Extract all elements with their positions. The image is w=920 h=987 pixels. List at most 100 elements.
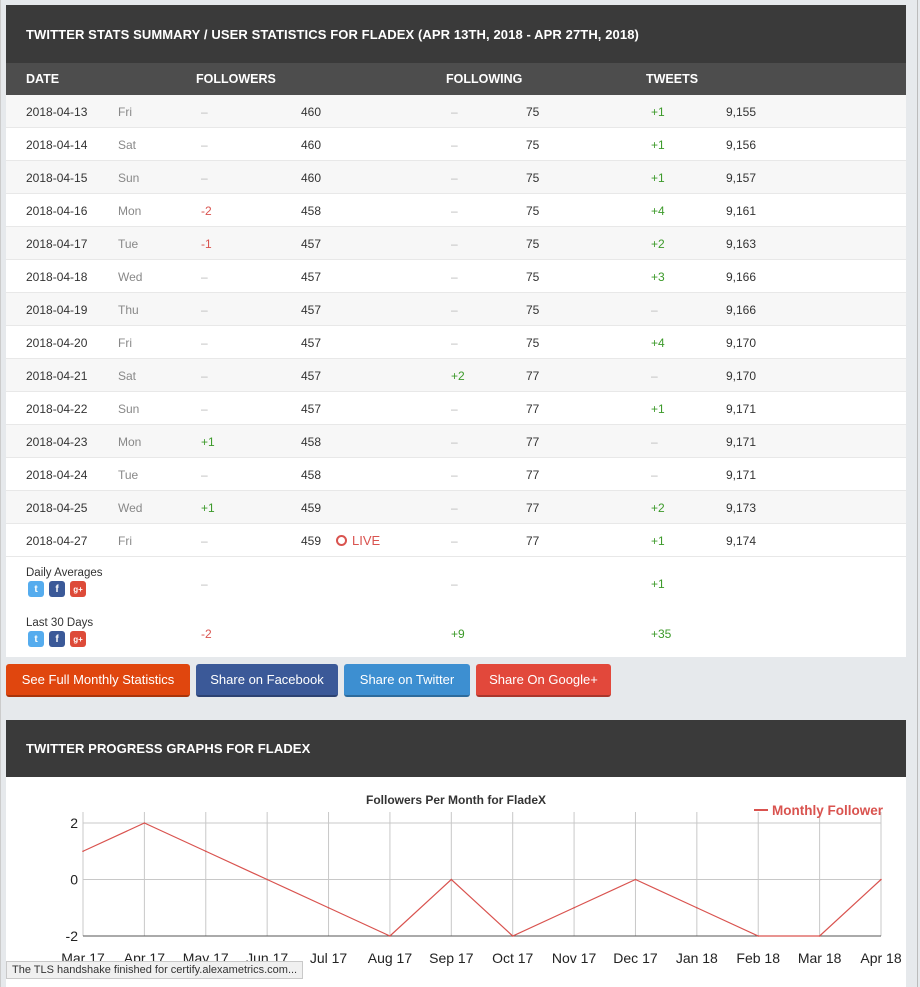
row-followers: 458: [301, 435, 322, 449]
row-day: Fri: [118, 105, 132, 119]
twitter-icon[interactable]: t: [28, 631, 44, 647]
live-indicator[interactable]: LIVE: [336, 533, 380, 548]
facebook-icon[interactable]: f: [49, 631, 65, 647]
row-following-change: –: [451, 336, 458, 350]
col-tweets: TWEETS: [646, 72, 699, 86]
x-tick-label: Apr 18: [860, 950, 901, 966]
data-point: [143, 822, 146, 824]
row-tweets: 9,174: [726, 534, 757, 548]
table-row: 2018-04-16 Mon -2 458 – 75 +4 9,161: [6, 194, 906, 227]
row-followers-change: –: [201, 468, 208, 482]
daily-followers: –: [201, 577, 208, 591]
row-followers: 457: [301, 336, 322, 350]
table-row: 2018-04-24 Tue – 458 – 77 – 9,171: [6, 458, 906, 491]
last30-tweets: +35: [651, 627, 672, 641]
twitter-icon[interactable]: t: [28, 581, 44, 597]
row-followers-change: –: [201, 336, 208, 350]
row-followers: 459: [301, 534, 322, 548]
row-following-change: –: [451, 501, 458, 515]
row-followers-change: +1: [201, 435, 215, 449]
row-day: Fri: [118, 534, 132, 548]
row-following: 75: [526, 336, 540, 350]
last30-followers: -2: [201, 627, 212, 641]
row-tweets: 9,171: [726, 435, 757, 449]
row-tweets-change: –: [651, 369, 658, 383]
legend-label: Monthly Follower: [772, 803, 884, 818]
row-tweets-change: +1: [651, 171, 665, 185]
x-tick-label: Aug 17: [368, 950, 413, 966]
row-date: 2018-04-14: [26, 138, 88, 152]
row-tweets: 9,157: [726, 171, 757, 185]
col-following: FOLLOWING: [446, 72, 523, 86]
row-followers: 460: [301, 171, 322, 185]
row-tweets: 9,155: [726, 105, 757, 119]
y-tick-label: -2: [66, 928, 79, 944]
x-tick-label: Nov 17: [552, 950, 597, 966]
share-facebook-button[interactable]: Share on Facebook: [196, 664, 338, 697]
data-point: [450, 878, 453, 881]
row-following-change: –: [451, 171, 458, 185]
row-followers-change: –: [201, 369, 208, 383]
series-line: [82, 822, 882, 937]
row-followers: 458: [301, 468, 322, 482]
data-point: [880, 878, 882, 881]
row-date: 2018-04-23: [26, 435, 88, 449]
row-followers-change: -2: [201, 204, 212, 218]
data-point: [634, 878, 637, 881]
share-icons: t f g+: [28, 581, 86, 597]
table-row: 2018-04-18 Wed – 457 – 75 +3 9,166: [6, 260, 906, 293]
row-following-change: –: [451, 402, 458, 416]
row-day: Sun: [118, 171, 140, 185]
share-google-button[interactable]: Share On Google+: [476, 664, 611, 697]
row-followers-change: –: [201, 534, 208, 548]
row-following: 75: [526, 138, 540, 152]
google-plus-icon[interactable]: g+: [70, 581, 86, 597]
row-date: 2018-04-24: [26, 468, 88, 482]
x-tick-label: Oct 17: [492, 950, 533, 966]
row-tweets-change: +2: [651, 501, 665, 515]
row-tweets: 9,161: [726, 204, 757, 218]
row-following: 77: [526, 402, 540, 416]
row-following: 77: [526, 468, 540, 482]
row-tweets: 9,170: [726, 369, 757, 383]
x-tick-label: Feb 18: [736, 950, 780, 966]
google-plus-icon[interactable]: g+: [70, 631, 86, 647]
row-date: 2018-04-17: [26, 237, 88, 251]
row-date: 2018-04-13: [26, 105, 88, 119]
share-icons: t f g+: [28, 631, 86, 647]
row-followers: 457: [301, 402, 322, 416]
row-tweets-change: +1: [651, 105, 665, 119]
data-point: [818, 935, 821, 937]
row-followers-change: –: [201, 270, 208, 284]
x-tick-label: Dec 17: [613, 950, 658, 966]
row-date: 2018-04-22: [26, 402, 88, 416]
row-date: 2018-04-21: [26, 369, 88, 383]
row-tweets-change: +3: [651, 270, 665, 284]
action-buttons: See Full Monthly Statistics Share on Fac…: [6, 664, 611, 697]
facebook-icon[interactable]: f: [49, 581, 65, 597]
monthly-statistics-button[interactable]: See Full Monthly Statistics: [6, 664, 190, 697]
row-tweets: 9,166: [726, 303, 757, 317]
row-date: 2018-04-27: [26, 534, 88, 548]
row-day: Sat: [118, 369, 137, 383]
row-following: 75: [526, 303, 540, 317]
row-following-change: –: [451, 534, 458, 548]
row-following: 77: [526, 501, 540, 515]
table-header: DATE FOLLOWERS FOLLOWING TWEETS: [6, 63, 906, 95]
followers-chart: Followers Per Month for FladeX Mar 17 Apr …: [6, 777, 906, 987]
live-label: LIVE: [352, 533, 381, 548]
row-following: 75: [526, 270, 540, 284]
share-twitter-button[interactable]: Share on Twitter: [344, 664, 470, 697]
row-day: Mon: [118, 204, 142, 218]
row-followers-change: –: [201, 138, 208, 152]
x-tick-label: Sep 17: [429, 950, 474, 966]
data-point: [266, 878, 268, 881]
row-followers-change: –: [201, 171, 208, 185]
row-tweets: 9,173: [726, 501, 757, 515]
table-row: 2018-04-25 Wed +1 459 – 77 +2 9,173: [6, 491, 906, 524]
stats-panel: TWITTER STATS SUMMARY / USER STATISTICS …: [6, 5, 906, 657]
data-point: [327, 906, 330, 909]
row-tweets-change: +1: [651, 402, 665, 416]
row-following-change: –: [451, 468, 458, 482]
